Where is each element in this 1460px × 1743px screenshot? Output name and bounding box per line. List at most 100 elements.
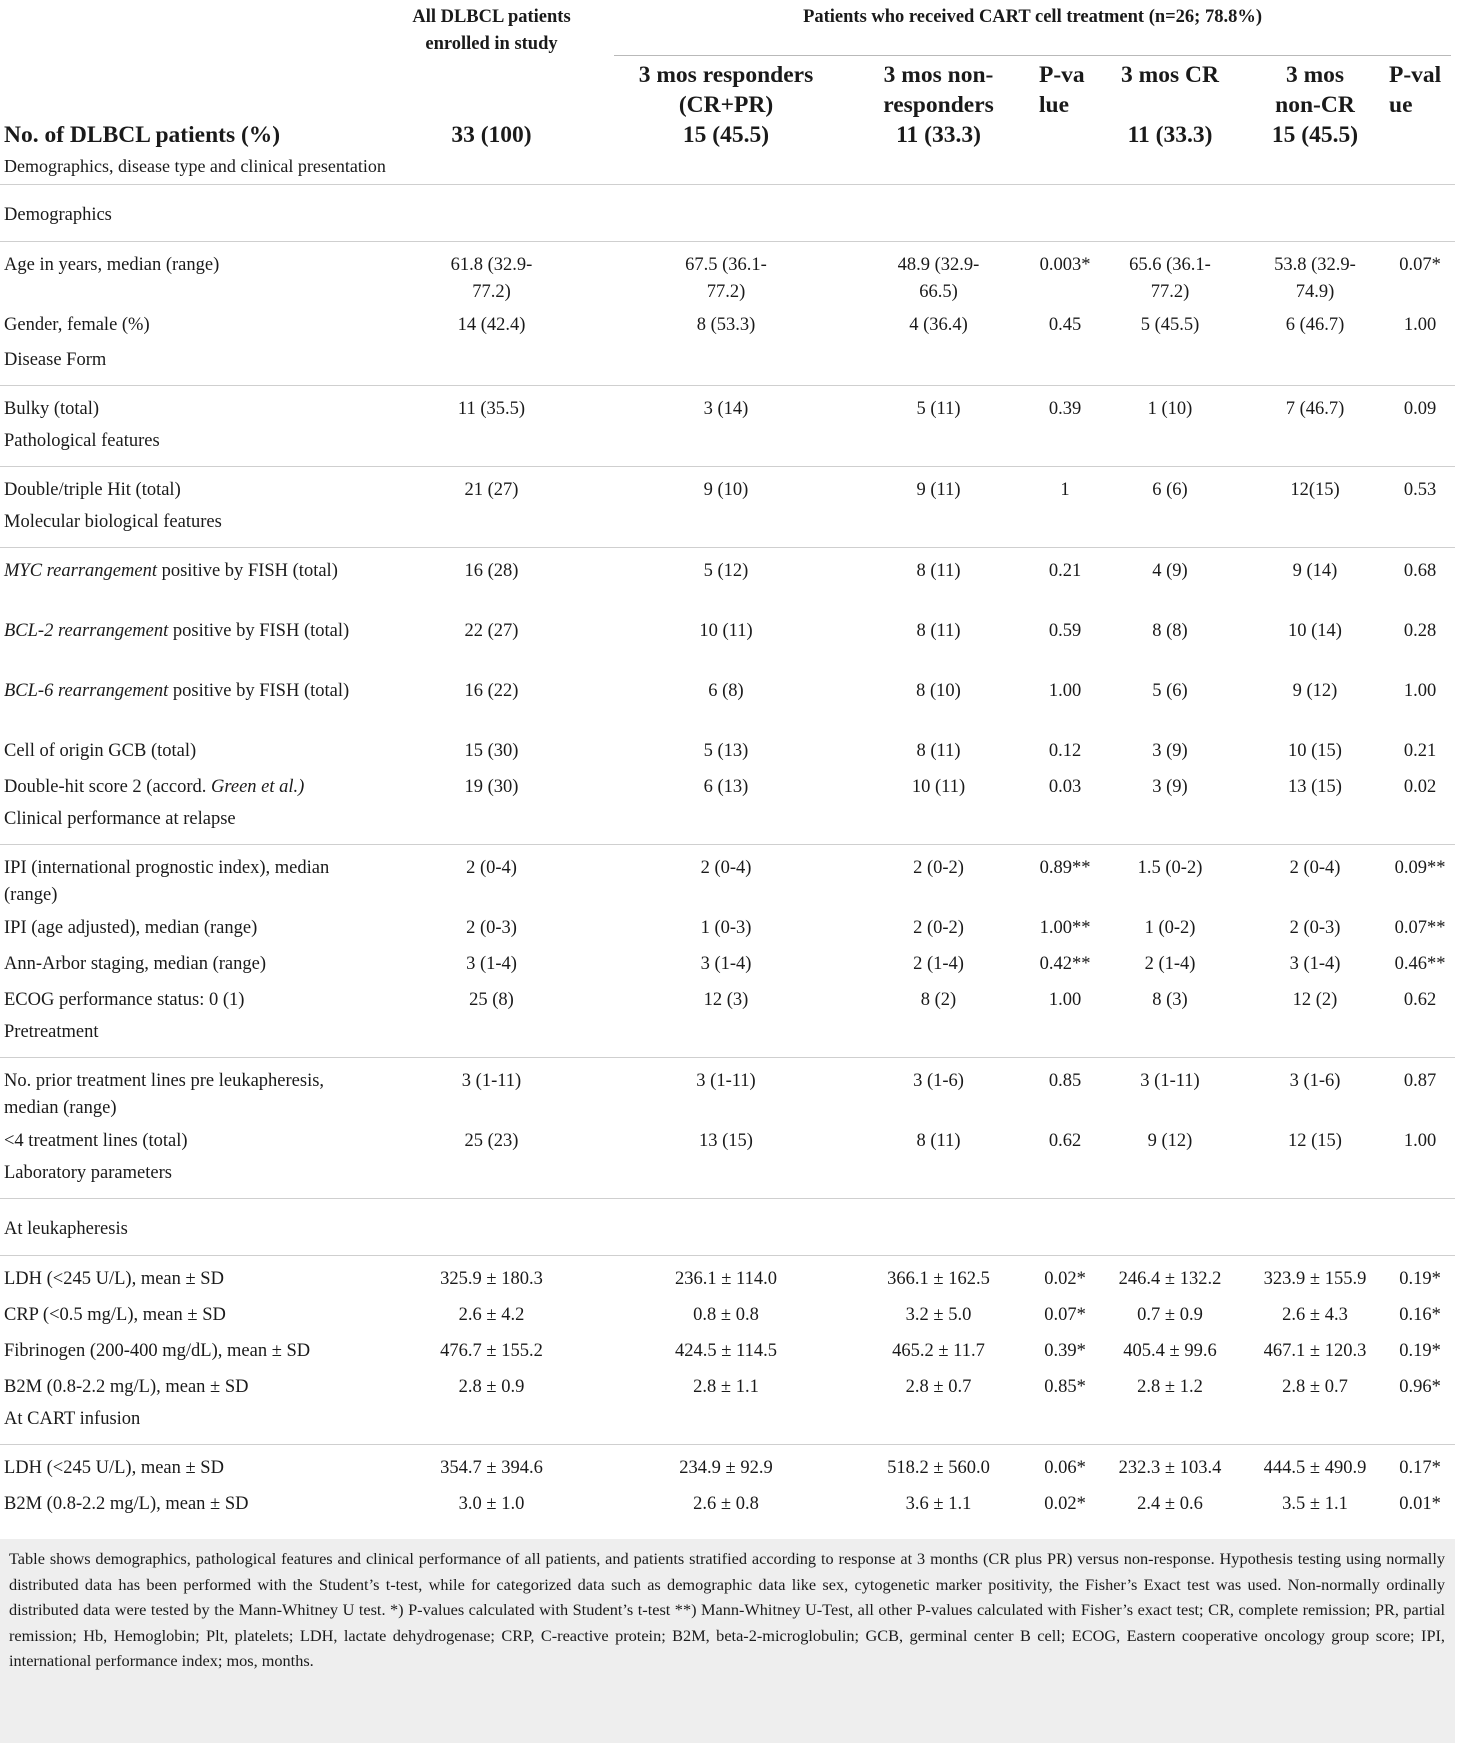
cell-cr: 2.8 ± 1.2 <box>1137 1377 1203 1397</box>
section-row: At leukapheresis <box>0 1198 1456 1256</box>
header-noncr: 3 mos non-CR 15 (45.5) <box>1245 58 1385 150</box>
cell-noncr: 2.8 ± 0.7 <box>1282 1377 1348 1397</box>
header-p-value-2: P-value <box>1389 62 1442 118</box>
row-label: LDH (<245 U/L), mean ± SD <box>4 1269 224 1289</box>
cell-all: 2 (0-3) <box>466 918 517 938</box>
cell-p1: 0.89** <box>1039 858 1091 878</box>
cell-all: 25 (8) <box>469 990 514 1010</box>
header-cr-label: 3 mos CR <box>1121 62 1219 88</box>
row-label: IPI (age adjusted), median (range) <box>4 918 258 938</box>
row-label: No. prior treatment lines pre leukaphere… <box>4 1071 325 1118</box>
cell-nonresp: 5 (11) <box>916 399 961 419</box>
section-row: Clinical performance at relapse <box>0 806 1456 845</box>
section-label: Pathological features <box>0 428 1456 467</box>
row-label-rest: positive by FISH (total) <box>168 681 350 701</box>
cell-cr: 3 (9) <box>1152 777 1188 797</box>
cell-p1: 0.03 <box>1048 777 1082 797</box>
header-row-label-text: No. of DLBCL patients (%) <box>4 122 281 148</box>
header-cart-group: Patients who received CART cell treatmen… <box>610 0 1455 58</box>
row-label-text: Double-hit score 2 (accord. <box>4 777 212 797</box>
cell-p2: 0.01* <box>1399 1494 1441 1514</box>
table-row: LDH (<245 U/L), mean ± SD 325.9 ± 180.3 … <box>0 1256 1455 1299</box>
table-row: Age in years, median (range) 61.8 (32.9-… <box>0 242 1455 309</box>
cell-noncr: 9 (14) <box>1292 561 1338 581</box>
cell-noncr: 53.8 (32.9-74.9) <box>1245 242 1385 309</box>
cell-cr-text: 65.6 (36.1-77.2) <box>1129 255 1211 302</box>
header-p-value-1: P-value <box>1039 62 1085 118</box>
cell-all: 325.9 ± 180.3 <box>440 1269 543 1289</box>
section-label: Clinical performance at relapse <box>0 806 1456 845</box>
cell-p1: 1.00** <box>1039 918 1091 938</box>
cell-resp: 2 (0-4) <box>700 858 752 878</box>
table-row: No. prior treatment lines pre leukaphere… <box>0 1058 1455 1125</box>
row-label: Bulky (total) <box>4 399 100 419</box>
cell-nonresp: 2 (0-2) <box>913 918 964 938</box>
cell-nonresp: 8 (11) <box>916 561 961 581</box>
cell-resp: 13 (15) <box>699 1131 753 1151</box>
row-label: <4 treatment lines (total) <box>4 1131 188 1151</box>
row-label-gene: BCL-2 rearrangement <box>4 621 169 641</box>
table-row: MYC rearrangement positive by FISH (tota… <box>0 548 1455 615</box>
cell-nonresp: 8 (11) <box>916 1131 961 1151</box>
cell-noncr: 12 (2) <box>1292 990 1338 1010</box>
header-row-groups: All DLBCL patients enrolled in study Pat… <box>0 0 1455 58</box>
cell-p2: 0.68 <box>1403 561 1437 581</box>
section-label: At leukapheresis <box>0 1198 1456 1256</box>
cell-resp: 9 (10) <box>703 480 749 500</box>
table-row: Double-hit score 2 (accord. Green et al.… <box>0 770 1455 806</box>
row-label: IPI (international prognostic index), me… <box>4 858 330 905</box>
table-row: B2M (0.8-2.2 mg/L), mean ± SD 2.8 ± 0.9 … <box>0 1370 1455 1406</box>
cell-resp: 6 (13) <box>703 777 749 797</box>
cell-cr: 5 (6) <box>1152 681 1188 701</box>
cell-cr: 9 (12) <box>1147 1131 1193 1151</box>
cell-p2: 0.62 <box>1403 990 1437 1010</box>
cell-all-text: 61.8 (32.9-77.2) <box>450 255 533 302</box>
cell-resp-text: 67.5 (36.1-77.2) <box>685 255 767 302</box>
cell-resp: 0.8 ± 0.8 <box>693 1305 759 1325</box>
cell-all: 25 (23) <box>464 1131 519 1151</box>
cell-nonresp: 366.1 ± 162.5 <box>887 1269 990 1289</box>
cell-all: 16 (28) <box>464 561 519 581</box>
table-row: Bulky (total) 11 (35.5) 3 (14) 5 (11) 0.… <box>0 386 1455 429</box>
cell-resp: 236.1 ± 114.0 <box>675 1269 777 1289</box>
cell-p2: 0.19* <box>1399 1269 1441 1289</box>
cell-p2: 0.09** <box>1394 858 1446 878</box>
cell-p1: 0.59 <box>1048 621 1082 641</box>
cell-noncr: 2 (0-3) <box>1289 918 1341 938</box>
cell-all: 61.8 (32.9-77.2) <box>373 242 610 309</box>
cell-p2: 1.00 <box>1403 1131 1437 1151</box>
cell-resp: 67.5 (36.1-77.2) <box>610 242 842 309</box>
section-label: Disease Form <box>0 344 1456 386</box>
cell-all: 354.7 ± 394.6 <box>440 1458 543 1478</box>
cell-all: 16 (22) <box>464 681 519 701</box>
header-cr-spacer <box>1099 90 1241 120</box>
table-row: BCL-2 rearrangement positive by FISH (to… <box>0 614 1455 674</box>
header-nonresponders-n: 11 (33.3) <box>896 122 981 148</box>
cell-p2: 0.28 <box>1403 621 1437 641</box>
cell-noncr: 7 (46.7) <box>1285 399 1345 419</box>
cell-resp: 6 (8) <box>708 681 744 701</box>
cell-resp: 2.6 ± 0.8 <box>693 1494 759 1514</box>
header-all-n: 33 (100) <box>451 122 532 148</box>
cell-p1: 0.02* <box>1044 1269 1086 1289</box>
cell-nonresp: 8 (2) <box>920 990 957 1010</box>
cell-noncr: 3 (1-6) <box>1289 1071 1341 1091</box>
cell-noncr: 467.1 ± 120.3 <box>1263 1341 1367 1361</box>
cell-p1: 1 <box>1060 480 1070 500</box>
cell-cr: 8 (8) <box>1152 621 1188 641</box>
cell-nonresp: 3.6 ± 1.1 <box>905 1494 972 1514</box>
cell-p1: 0.85 <box>1048 1071 1082 1091</box>
cell-resp: 234.9 ± 92.9 <box>679 1458 773 1478</box>
patient-characteristics-table: All DLBCL patients enrolled in study Pat… <box>0 0 1456 1514</box>
cell-cr: 4 (9) <box>1152 561 1188 581</box>
section-row: Pretreatment <box>0 1019 1456 1058</box>
cell-nonresp: 518.2 ± 560.0 <box>887 1458 990 1478</box>
cell-p2: 1.00 <box>1403 315 1437 335</box>
cell-noncr: 2.6 ± 4.3 <box>1282 1305 1348 1325</box>
row-label: BCL-2 rearrangement positive by FISH (to… <box>0 614 373 674</box>
row-label-citation: Green et al.) <box>211 777 305 797</box>
cell-cr: 0.7 ± 0.9 <box>1137 1305 1203 1325</box>
section-row: At CART infusion <box>0 1406 1456 1445</box>
cell-resp: 12 (3) <box>703 990 749 1010</box>
